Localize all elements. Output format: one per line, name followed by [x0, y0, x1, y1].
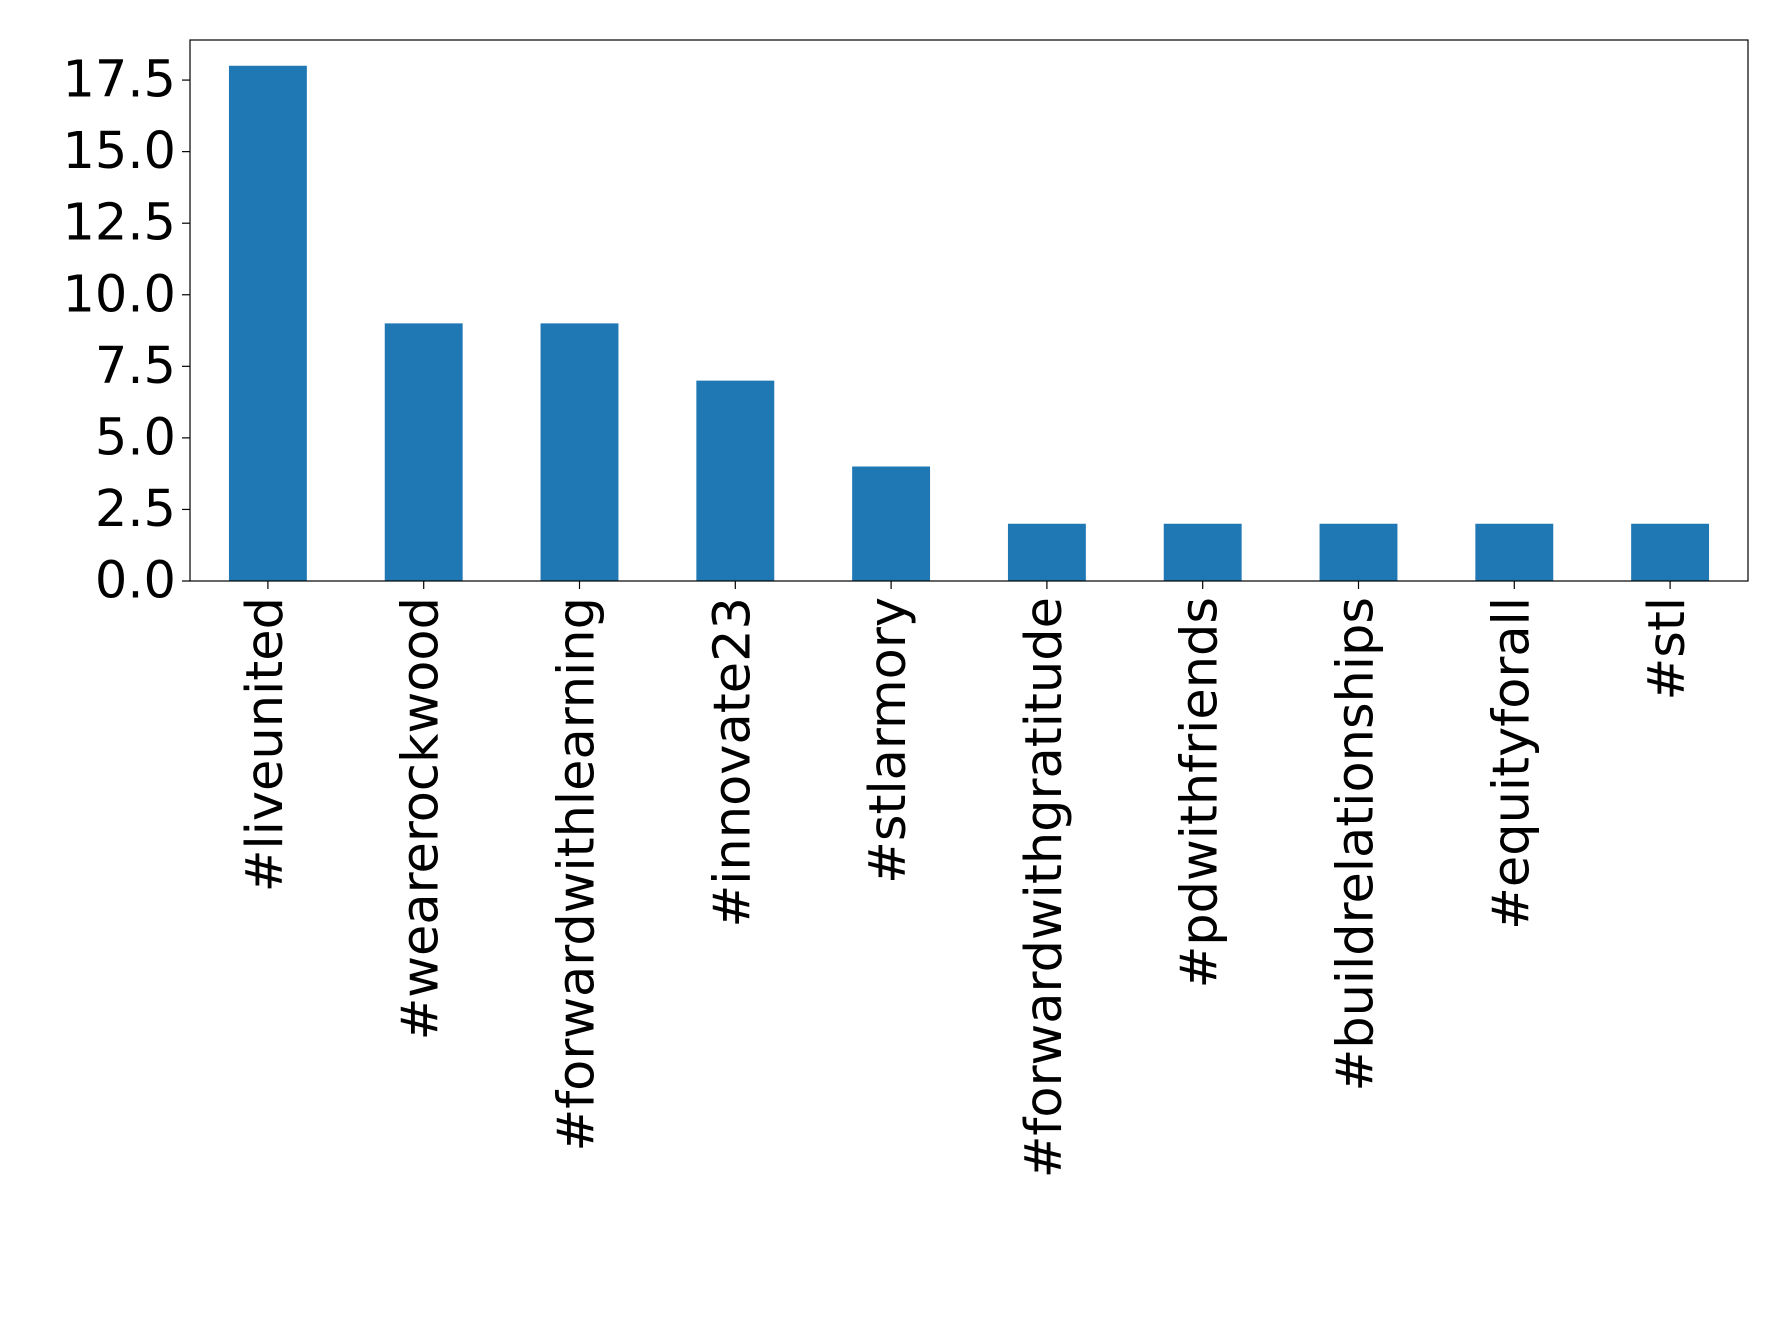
bar	[228, 65, 307, 581]
bar	[1319, 523, 1398, 581]
bar	[1631, 523, 1710, 581]
x-tick-label: #stlarmory	[859, 597, 918, 884]
bar	[1475, 523, 1554, 581]
y-tick-label: 2.5	[95, 480, 176, 539]
x-tick-label: #wearerockwood	[392, 597, 451, 1040]
bar	[1007, 523, 1086, 581]
bar	[852, 466, 931, 581]
y-tick-label: 12.5	[62, 194, 176, 253]
x-tick-label: #forwardwithlearning	[548, 597, 607, 1152]
y-tick-label: 0.0	[95, 552, 176, 611]
bar	[540, 323, 619, 581]
y-tick-label: 5.0	[95, 408, 176, 467]
bar	[1163, 523, 1242, 581]
x-tick-label: #equityforall	[1482, 597, 1541, 930]
x-tick-label: #pdwithfriends	[1171, 597, 1230, 988]
plot-frame	[189, 39, 1749, 582]
x-tick-label: #forwardwithgratitude	[1015, 597, 1074, 1178]
y-tick-label: 7.5	[95, 337, 176, 396]
x-tick-label: #stl	[1638, 597, 1697, 700]
x-tick-label: #innovate23	[703, 597, 762, 927]
x-tick-label: #liveunited	[236, 597, 295, 892]
y-tick-label: 17.5	[62, 51, 176, 110]
y-tick-label: 15.0	[62, 122, 176, 181]
bar	[384, 323, 463, 581]
x-tick-label: #buildrelationships	[1327, 597, 1386, 1092]
y-tick-label: 10.0	[62, 265, 176, 324]
bar	[696, 380, 775, 581]
